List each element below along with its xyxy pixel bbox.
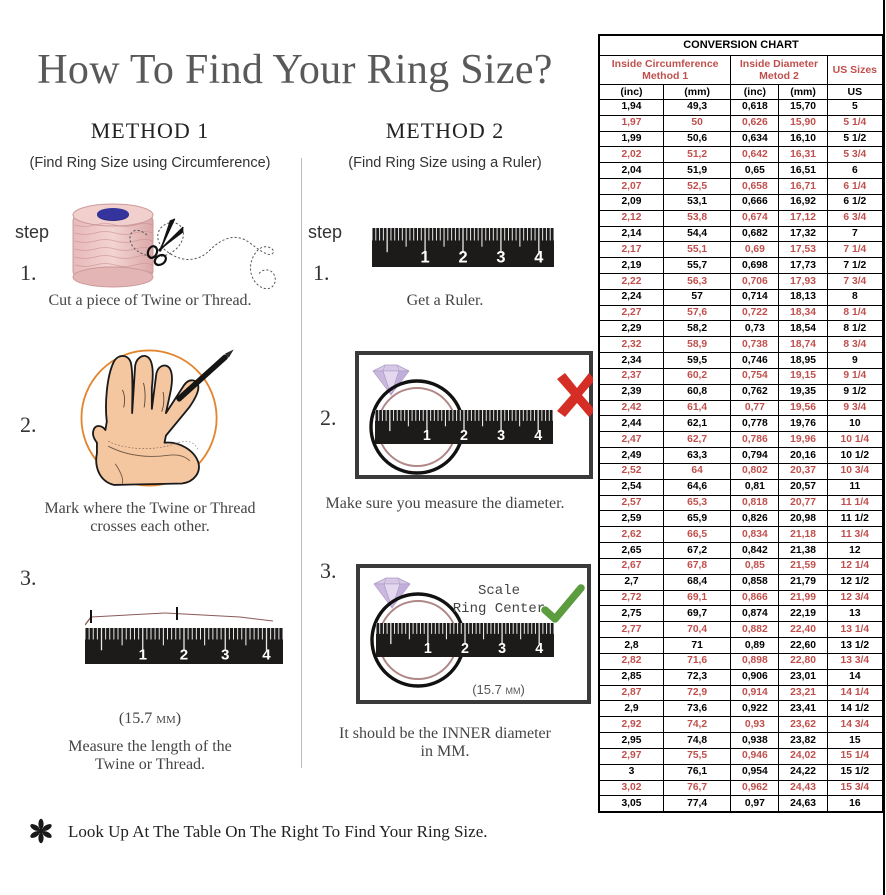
svg-text:3: 3 [497,428,505,444]
svg-text:1: 1 [424,641,432,657]
svg-text:2: 2 [458,248,467,266]
svg-text:3: 3 [221,647,229,664]
svg-text:Ring Center: Ring Center [453,601,545,617]
svg-text:(15.7 mm): (15.7 mm) [472,682,525,697]
svg-text:1: 1 [421,248,430,266]
svg-text:3: 3 [498,641,506,657]
svg-text:1: 1 [139,647,147,664]
svg-text:4: 4 [535,641,543,657]
svg-text:4: 4 [534,428,542,444]
svg-text:2: 2 [180,647,188,664]
svg-text:1: 1 [423,428,431,444]
svg-text:4: 4 [262,647,271,664]
svg-text:2: 2 [461,641,469,657]
svg-text:2: 2 [460,428,468,444]
svg-text:3: 3 [496,248,505,266]
svg-text:Scale: Scale [478,583,520,599]
svg-text:4: 4 [534,248,544,266]
